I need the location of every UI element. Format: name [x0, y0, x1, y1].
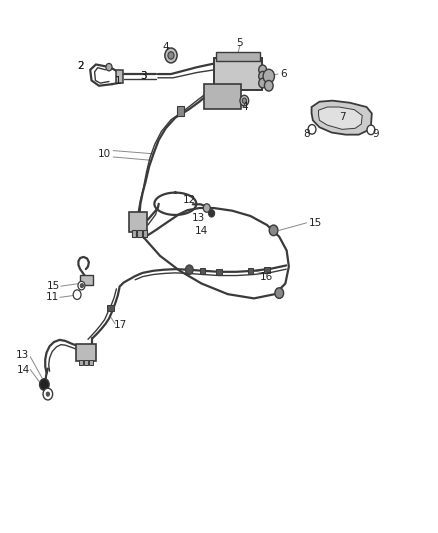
Circle shape — [259, 65, 267, 75]
Circle shape — [265, 80, 273, 91]
Polygon shape — [143, 230, 148, 237]
Text: 15: 15 — [46, 281, 60, 291]
Text: 2: 2 — [77, 61, 84, 70]
Circle shape — [106, 63, 112, 71]
Polygon shape — [216, 269, 222, 275]
Text: 14: 14 — [17, 365, 30, 375]
Circle shape — [308, 125, 316, 134]
Circle shape — [46, 392, 49, 396]
Text: 6: 6 — [280, 69, 287, 79]
Text: 8: 8 — [303, 128, 310, 139]
Text: 14: 14 — [195, 226, 208, 236]
Polygon shape — [216, 52, 260, 61]
Circle shape — [43, 388, 53, 400]
Polygon shape — [138, 230, 142, 237]
Circle shape — [208, 209, 215, 217]
Text: 16: 16 — [260, 272, 273, 282]
Polygon shape — [200, 268, 205, 274]
Circle shape — [259, 78, 267, 88]
Polygon shape — [247, 268, 253, 274]
Circle shape — [168, 52, 174, 59]
Text: 7: 7 — [339, 111, 346, 122]
Text: 5: 5 — [237, 38, 243, 48]
Text: 13: 13 — [191, 213, 205, 223]
Polygon shape — [84, 360, 88, 365]
Circle shape — [78, 281, 85, 290]
Polygon shape — [89, 360, 93, 365]
Polygon shape — [318, 107, 362, 130]
Text: 2: 2 — [77, 61, 84, 70]
Text: 3: 3 — [141, 71, 147, 81]
Polygon shape — [132, 230, 136, 237]
Circle shape — [39, 378, 49, 390]
Circle shape — [185, 265, 193, 274]
Text: 1: 1 — [115, 77, 122, 86]
Circle shape — [242, 98, 247, 103]
Circle shape — [275, 288, 284, 298]
Polygon shape — [129, 212, 148, 232]
Text: 13: 13 — [16, 350, 29, 360]
Text: 9: 9 — [372, 128, 378, 139]
Polygon shape — [204, 84, 241, 109]
Circle shape — [240, 95, 249, 106]
Polygon shape — [107, 304, 114, 311]
Circle shape — [203, 204, 210, 212]
Polygon shape — [264, 267, 270, 273]
Polygon shape — [76, 344, 95, 361]
Text: 17: 17 — [114, 320, 127, 330]
Circle shape — [367, 125, 375, 135]
Text: 12: 12 — [183, 195, 196, 205]
Circle shape — [259, 71, 267, 81]
Text: 3: 3 — [141, 71, 147, 81]
Circle shape — [165, 48, 177, 63]
Polygon shape — [177, 106, 184, 116]
Circle shape — [80, 284, 84, 288]
Circle shape — [269, 225, 278, 236]
Text: 1: 1 — [115, 77, 122, 86]
Polygon shape — [214, 58, 262, 90]
Text: 4: 4 — [241, 102, 247, 112]
Polygon shape — [116, 70, 124, 83]
Text: 4: 4 — [162, 43, 169, 52]
Circle shape — [73, 290, 81, 300]
Polygon shape — [80, 275, 93, 285]
Polygon shape — [79, 360, 82, 365]
Polygon shape — [311, 101, 372, 135]
Circle shape — [263, 69, 275, 83]
Text: 11: 11 — [46, 292, 59, 302]
Text: 10: 10 — [98, 149, 111, 159]
Text: 15: 15 — [308, 218, 321, 228]
